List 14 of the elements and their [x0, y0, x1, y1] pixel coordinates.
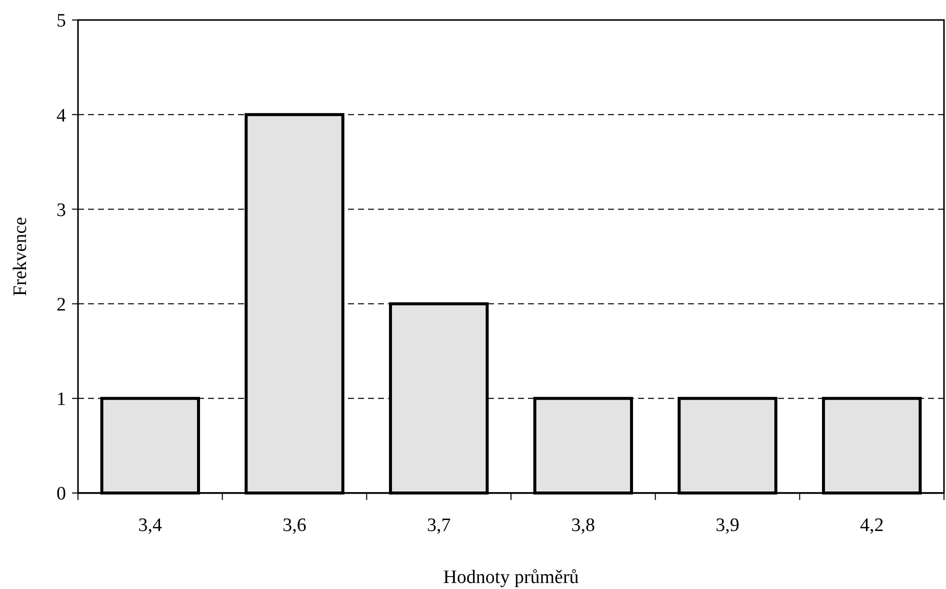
x-tick-label: 3,4 — [138, 515, 163, 536]
x-tick-label: 4,2 — [860, 515, 884, 536]
x-tick-label: 3,6 — [282, 515, 306, 536]
y-tick-label: 0 — [56, 484, 66, 505]
y-tick-label: 4 — [56, 105, 66, 126]
y-tick-label: 3 — [56, 200, 66, 221]
y-tick-label: 5 — [56, 10, 66, 32]
x-tick-label: 3,8 — [571, 515, 596, 536]
x-tick-label: 3,9 — [716, 515, 740, 536]
y-tick-label: 1 — [56, 389, 66, 410]
y-tick-label: 2 — [56, 294, 66, 316]
x-tick-label: 3,7 — [426, 515, 451, 536]
y-axis-title: Frekvence — [10, 216, 31, 296]
x-axis-title: Hodnoty průměrů — [443, 567, 580, 588]
